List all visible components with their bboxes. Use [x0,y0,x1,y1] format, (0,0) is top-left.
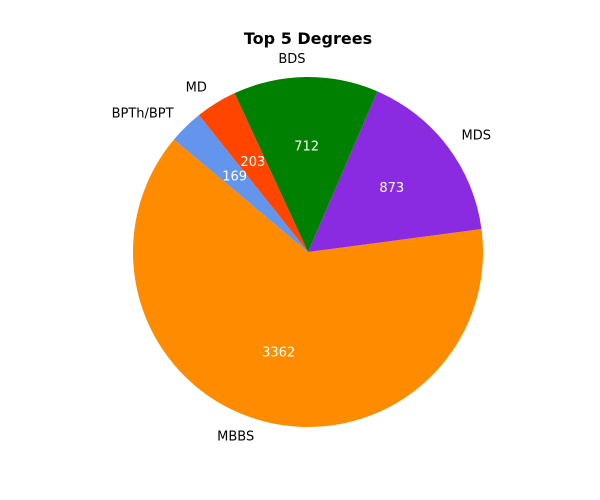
pie-slice-bds [234,77,378,252]
slice-label-bpth-bpt: BPTh/BPT [112,107,174,122]
slice-value-bpth-bpt: 169 [222,169,247,184]
chart-title: Top 5 Degrees [244,29,372,48]
slice-label-mds: MDS [462,128,491,143]
slice-value-md: 203 [240,155,265,170]
slice-value-mbbs: 3362 [262,345,295,360]
slice-label-bds: BDS [278,52,305,67]
pie-slice-md [198,93,308,252]
slice-label-md: MD [186,81,207,96]
slice-value-bds: 712 [294,140,319,155]
slice-value-mds: 873 [379,181,404,196]
pie-slices [133,77,484,428]
pie-slice-bpth-bpt [173,115,308,253]
pie-labels: MBBS 3362 MDS 873 BDS 712 MD 203 BPTh/BPT 169 [112,52,491,444]
slice-label-mbbs: MBBS [217,429,254,444]
pie-slice-mbbs [133,139,484,428]
pie-slice-mds [308,91,482,252]
